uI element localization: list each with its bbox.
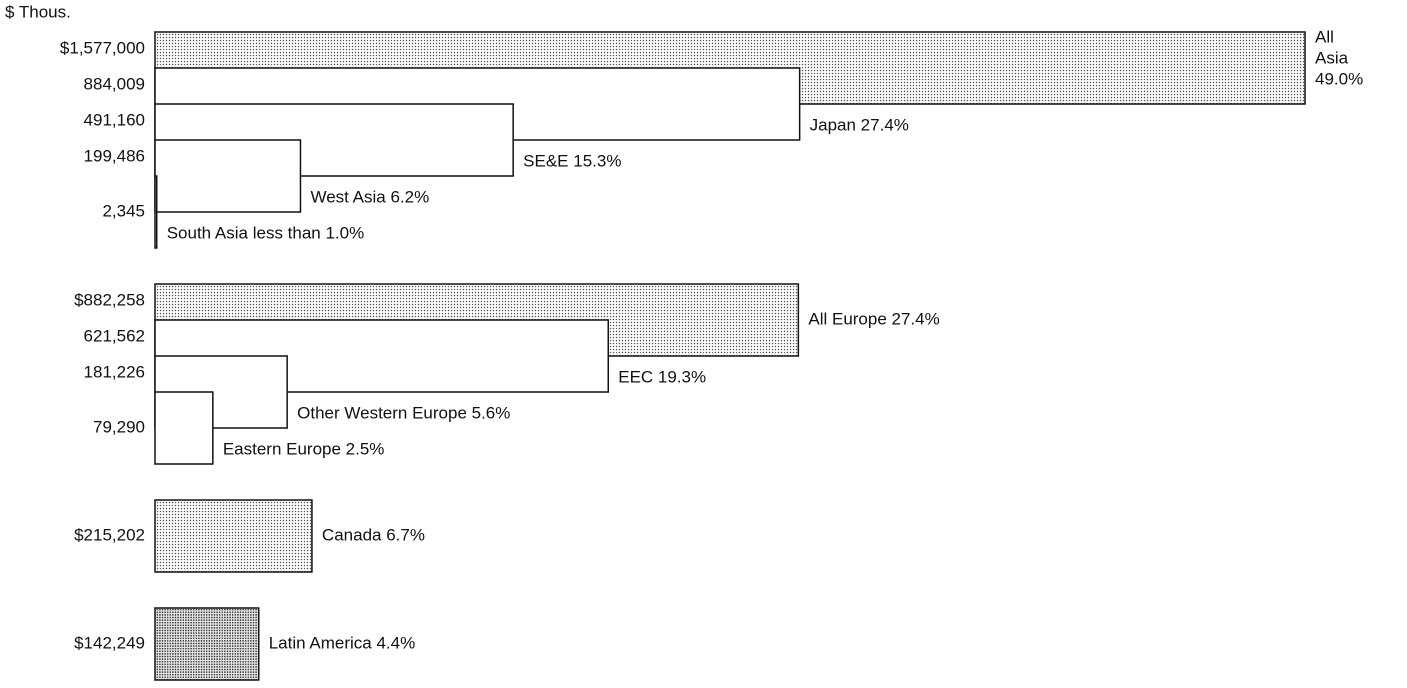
value-label: $1,577,000	[60, 38, 145, 57]
bar	[154, 175, 158, 249]
bar-label: All Europe 27.4%	[808, 309, 939, 328]
bar-label: Canada 6.7%	[322, 525, 425, 544]
bar-label: Other Western Europe 5.6%	[297, 403, 510, 422]
bar	[154, 499, 313, 573]
bar-label: Japan 27.4%	[810, 115, 909, 134]
bar-label: SE&E 15.3%	[523, 151, 621, 170]
bar-label: 49.0%	[1315, 69, 1363, 88]
value-label: 621,562	[84, 326, 145, 345]
value-label: 181,226	[84, 362, 145, 381]
bar	[154, 391, 214, 465]
value-label: 2,345	[102, 201, 145, 220]
bar	[154, 139, 302, 213]
bar-label: EEC 19.3%	[618, 367, 706, 386]
bar-label: Asia	[1315, 48, 1349, 67]
value-label: 199,486	[84, 146, 145, 165]
bar	[154, 607, 260, 681]
value-label: 884,009	[84, 74, 145, 93]
bar-label: All	[1315, 27, 1334, 46]
axis-label: $ Thous.	[5, 2, 71, 21]
value-label: 491,160	[84, 110, 145, 129]
value-label: $882,258	[74, 290, 145, 309]
bar-label: West Asia 6.2%	[310, 187, 429, 206]
value-label: $215,202	[74, 525, 145, 544]
value-label: 79,290	[93, 417, 145, 436]
value-label: $142,249	[74, 633, 145, 652]
bar-label: Eastern Europe 2.5%	[223, 439, 385, 458]
bar-label: South Asia less than 1.0%	[167, 223, 365, 242]
bar-label: Latin America 4.4%	[269, 633, 415, 652]
